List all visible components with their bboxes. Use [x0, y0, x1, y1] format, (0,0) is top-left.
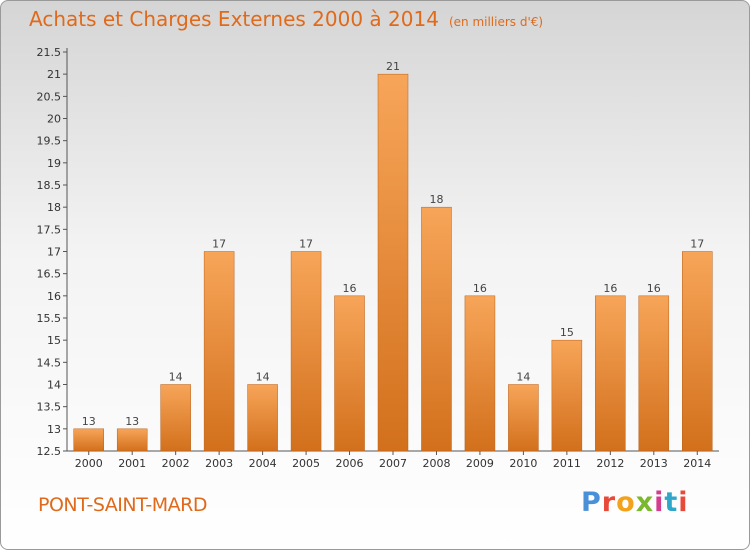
data-label: 15: [560, 326, 574, 339]
data-label: 14: [169, 371, 183, 384]
y-tick-label: 16: [47, 290, 61, 303]
y-tick-label: 20: [47, 113, 61, 126]
bar-chart: 12.5 13 13.5 14 14.5 15 15.5 16 16.5 17 17.5 18 18.5…: [37, 46, 719, 470]
x-tick-label: 2014: [683, 457, 711, 470]
data-label: 16: [343, 282, 357, 295]
bar: [682, 251, 713, 452]
logo-letter: x: [635, 487, 655, 518]
logo-letter: t: [664, 487, 679, 518]
x-tick-label: 2012: [596, 457, 624, 470]
bar: [508, 384, 539, 452]
logo-letter: o: [616, 487, 636, 518]
bar: [464, 295, 496, 452]
x-tick-label: 2008: [422, 457, 450, 470]
y-tick-label: 12.5: [37, 445, 62, 458]
y-tick-label: 13.5: [37, 401, 62, 414]
bar: [73, 428, 104, 452]
chart-title: Achats et Charges Externes 2000 à 2014 (e…: [29, 7, 543, 31]
y-tick-label: 18.5: [37, 179, 62, 192]
bar: [377, 73, 409, 452]
x-tick-label: 2000: [75, 457, 103, 470]
data-label: 16: [603, 282, 617, 295]
bar: [203, 251, 235, 452]
data-label: 14: [256, 371, 270, 384]
data-label: 21: [386, 60, 400, 73]
x-tick-label: 2010: [509, 457, 537, 470]
x-tick-label: 2011: [553, 457, 581, 470]
bar: [421, 206, 452, 452]
y-tick-label: 17.5: [37, 223, 62, 236]
y-tick-label: 20.5: [37, 90, 62, 103]
x-tick-label: 2007: [379, 457, 407, 470]
y-tick-label: 15.5: [37, 312, 62, 325]
bar: [638, 295, 670, 452]
y-tick-label: 17: [47, 246, 61, 259]
data-label: 14: [516, 371, 530, 384]
data-label: 13: [82, 415, 96, 428]
x-tick-label: 2013: [640, 457, 668, 470]
x-tick-label: 2009: [466, 457, 494, 470]
x-tick-label: 2004: [249, 457, 277, 470]
data-label: 13: [125, 415, 139, 428]
y-tick-label: 19: [47, 157, 61, 170]
data-label: 16: [473, 282, 487, 295]
y-tick-label: 13: [47, 423, 61, 436]
y-tick-label: 14: [47, 379, 61, 392]
commune-name: PONT-SAINT-MARD: [38, 494, 208, 516]
title-text: Achats et Charges Externes 2000 à 2014: [29, 7, 439, 31]
data-label: 16: [647, 282, 661, 295]
logo-letter: P: [581, 487, 602, 518]
y-tick-label: 18: [47, 201, 61, 214]
data-label: 17: [299, 238, 313, 251]
y-tick-label: 15: [47, 334, 61, 347]
logo-letter: i: [654, 487, 665, 518]
y-tick-label: 19.5: [37, 135, 62, 148]
y-tick-label: 14.5: [37, 356, 62, 369]
data-label: 17: [212, 238, 226, 251]
data-label: 17: [690, 238, 704, 251]
logo-letter: i: [678, 487, 689, 518]
x-tick-label: 2005: [292, 457, 320, 470]
x-tick-label: 2006: [336, 457, 364, 470]
bar: [247, 384, 278, 452]
x-tick-label: 2001: [118, 457, 146, 470]
bar: [116, 428, 148, 452]
y-tick-label: 21: [47, 68, 61, 81]
bar: [551, 339, 583, 452]
bar: [160, 384, 191, 452]
chart-subtitle: (en milliers d'€): [448, 15, 544, 29]
x-tick-label: 2003: [205, 457, 233, 470]
proxiti-logo: Proxiti: [581, 487, 689, 518]
x-tick-label: 2002: [162, 457, 190, 470]
logo-letter: r: [601, 487, 617, 518]
y-tick-label: 16.5: [37, 268, 62, 281]
bar: [334, 295, 365, 452]
data-label: 18: [429, 193, 443, 206]
bar: [595, 295, 626, 452]
y-tick-label: 21.5: [37, 46, 62, 59]
bar: [290, 251, 322, 452]
